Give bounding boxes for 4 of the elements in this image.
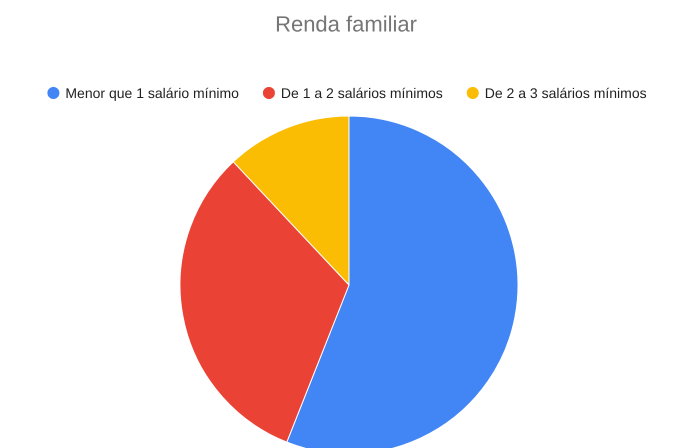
legend-label: De 2 a 3 salários mínimos: [484, 85, 647, 101]
legend-label: Menor que 1 salário mínimo: [65, 85, 240, 101]
chart-title: Renda familiar: [275, 12, 417, 36]
legend-label: De 1 a 2 salários mínimos: [280, 85, 443, 101]
